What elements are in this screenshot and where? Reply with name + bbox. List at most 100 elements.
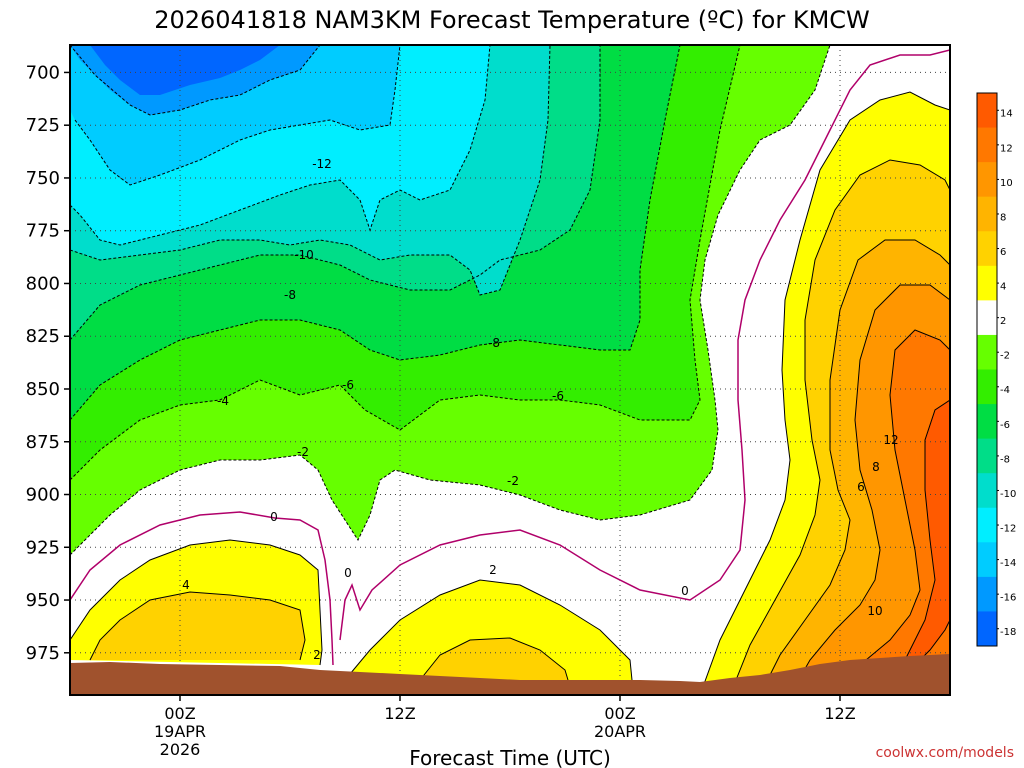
y-tick-label: 925 bbox=[26, 537, 60, 558]
colorbar-swatch bbox=[977, 576, 997, 612]
x-axis-label: Forecast Time (UTC) bbox=[409, 746, 611, 768]
contour-label: -4 bbox=[217, 394, 229, 408]
colorbar-label: -18 bbox=[1000, 627, 1016, 638]
contour-label: 0 bbox=[681, 584, 689, 598]
colorbar-label: 6 bbox=[1000, 247, 1006, 258]
contour-label: 2 bbox=[489, 563, 497, 577]
x-tick-label: 12Z bbox=[384, 704, 415, 723]
x-tick-label: 00Z bbox=[164, 704, 195, 723]
contour-label: -6 bbox=[552, 389, 564, 403]
contour-p2-left bbox=[70, 539, 323, 666]
contour-label: -8 bbox=[284, 288, 296, 302]
terrain bbox=[70, 654, 950, 695]
grid bbox=[70, 45, 950, 695]
y-tick-label: 750 bbox=[26, 168, 60, 189]
colorbar-label: -14 bbox=[1000, 558, 1016, 569]
contour-p8-right bbox=[789, 284, 950, 695]
contour-p2-mid bbox=[344, 579, 633, 681]
x-tick-year: 2026 bbox=[160, 740, 201, 759]
contour-p10-right bbox=[829, 329, 950, 695]
x-axis: 00Z19APR202612Z00Z20APR12Z00Z21APR bbox=[154, 695, 856, 759]
contour-m12 bbox=[70, 45, 491, 246]
contour-label: 10 bbox=[867, 604, 882, 618]
y-tick-label: 825 bbox=[26, 326, 60, 347]
colorbar-label: -8 bbox=[1000, 454, 1010, 465]
contour-label: 4 bbox=[182, 578, 190, 592]
colorbar-swatch bbox=[977, 127, 997, 163]
colorbar-frame bbox=[976, 92, 998, 647]
colorbar-swatch bbox=[977, 300, 997, 336]
contour-p4-right bbox=[729, 159, 950, 695]
colorbar-label: -16 bbox=[1000, 593, 1016, 604]
contour-label: -2 bbox=[507, 474, 519, 488]
y-tick-label: 725 bbox=[26, 115, 60, 136]
x-tick-label: 00Z bbox=[604, 704, 635, 723]
colorbar-swatch bbox=[977, 438, 997, 474]
contour-0-left bbox=[70, 511, 334, 666]
plot-frame bbox=[69, 44, 951, 696]
colorbar-swatch bbox=[977, 162, 997, 198]
contour-p4-mid bbox=[419, 637, 569, 681]
contour-label: -8 bbox=[488, 336, 500, 350]
chart-title: 2026041818 NAM3KM Forecast Temperature (… bbox=[154, 6, 870, 34]
colorbar-label: 10 bbox=[1000, 178, 1013, 189]
x-tick-label: 12Z bbox=[824, 704, 855, 723]
colorbar-swatch bbox=[977, 369, 997, 405]
contour-p6-right bbox=[759, 239, 950, 695]
colorbar-label: -6 bbox=[1000, 420, 1010, 431]
colorbar-label: -12 bbox=[1000, 523, 1016, 534]
colorbar-swatch bbox=[977, 231, 997, 267]
band-m18 bbox=[90, 45, 280, 95]
contour-label: 8 bbox=[872, 460, 880, 474]
colorbar-label: 2 bbox=[1000, 316, 1006, 327]
contour-label: -12 bbox=[312, 157, 332, 171]
contour-m16 bbox=[70, 45, 321, 116]
contour-label: 0 bbox=[270, 510, 278, 524]
contour-p2-right bbox=[699, 91, 950, 695]
band-p4-left bbox=[90, 592, 305, 660]
colorbar: 14 12 10 8 6 4 2 -2 -4 -6 -8 -10 -12 -14 -16 -18 bbox=[976, 92, 1016, 647]
band-p2-mid bbox=[345, 580, 632, 680]
y-tick-label: 950 bbox=[26, 590, 60, 611]
contour-label: 6 bbox=[857, 480, 865, 494]
contour-lines bbox=[70, 45, 950, 695]
colorbar-swatch bbox=[977, 611, 997, 647]
colorbar-swatch bbox=[977, 265, 997, 301]
colorbar-label: 4 bbox=[1000, 282, 1006, 293]
contour-label: -10 bbox=[294, 248, 314, 262]
colorbar-label: 14 bbox=[1000, 109, 1013, 120]
colorbar-swatch bbox=[977, 196, 997, 232]
contour-m2 bbox=[70, 45, 831, 556]
contour-fields bbox=[70, 45, 950, 695]
colorbar-label: -10 bbox=[1000, 489, 1016, 500]
colorbar-swatch bbox=[977, 334, 997, 370]
contour-m6 bbox=[70, 45, 681, 421]
colorbar-swatch bbox=[977, 507, 997, 543]
contour-label: 0 bbox=[344, 566, 352, 580]
contour-m14 bbox=[74, 45, 401, 186]
contour-label: -2 bbox=[297, 445, 309, 459]
y-axis: 700 725 750 775 800 825 850 875 900 925 950 975 bbox=[26, 62, 70, 664]
band-p10-right bbox=[830, 330, 950, 695]
contour-label: 2 bbox=[313, 648, 321, 662]
y-tick-label: 900 bbox=[26, 485, 60, 506]
x-tick-date: 19APR bbox=[154, 722, 206, 741]
contour-0-mid bbox=[339, 49, 950, 641]
credit-text: coolwx.com/models bbox=[876, 745, 1014, 761]
contour-m8 bbox=[70, 45, 601, 341]
contour-label: -6 bbox=[342, 378, 354, 392]
colorbar-swatch bbox=[977, 93, 997, 129]
colorbar-swatch bbox=[977, 404, 997, 440]
y-tick-label: 975 bbox=[26, 643, 60, 664]
colorbar-label: 8 bbox=[1000, 212, 1006, 223]
contour-m4 bbox=[70, 45, 741, 481]
x-tick-date: 20APR bbox=[594, 722, 646, 741]
contour-label: 12 bbox=[883, 433, 898, 447]
y-tick-label: 850 bbox=[26, 379, 60, 400]
y-tick-label: 775 bbox=[26, 221, 60, 242]
colorbar-label: -4 bbox=[1000, 385, 1010, 396]
contour-m10 bbox=[70, 45, 551, 296]
y-tick-label: 700 bbox=[26, 62, 60, 83]
